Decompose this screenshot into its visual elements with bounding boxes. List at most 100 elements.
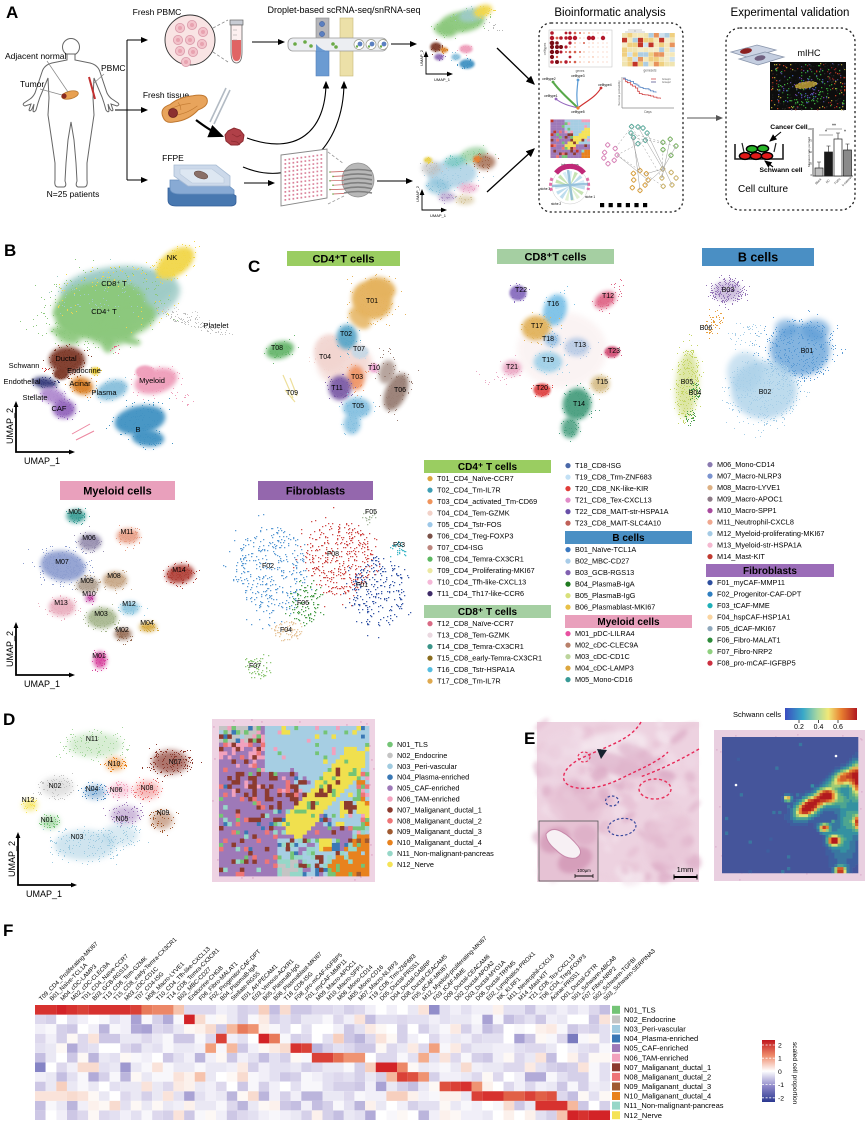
svg-text:CD8⁺ T cells: CD8⁺ T cells [458, 607, 518, 618]
svg-text:T01_CD4_Naïve-CCR7: T01_CD4_Naïve-CCR7 [437, 474, 514, 483]
svg-text:Plasma: Plasma [91, 388, 117, 397]
svg-text:T14_CD8_Temra-CX3CR1: T14_CD8_Temra-CX3CR1 [437, 642, 524, 651]
svg-text:N10_Maliganant_ductal_4: N10_Maliganant_ductal_4 [397, 838, 482, 847]
svg-text:CD4⁺ T: CD4⁺ T [91, 307, 117, 316]
svg-text:N12: N12 [22, 797, 35, 804]
svg-text:T17_CD8_Tm-IL7R: T17_CD8_Tm-IL7R [437, 677, 501, 686]
svg-text:T11_CD4_Th17-like-CCR6: T11_CD4_Th17-like-CCR6 [437, 589, 524, 598]
svg-text:E: E [524, 729, 535, 748]
svg-text:F04: F04 [280, 627, 292, 634]
svg-text:Endocrine: Endocrine [67, 366, 101, 375]
svg-text:M11_Neutrophil-CXCL8: M11_Neutrophil-CXCL8 [717, 518, 794, 527]
svg-text:M12: M12 [122, 601, 136, 608]
svg-text:B01_Naïve-TCL1A: B01_Naïve-TCL1A [575, 545, 636, 554]
svg-text:mIHC: mIHC [798, 48, 821, 58]
svg-text:F08: F08 [327, 551, 339, 558]
svg-text:N12_Nerve: N12_Nerve [397, 860, 434, 869]
svg-text:M01: M01 [92, 653, 106, 660]
svg-text:F02_Progenitor-CAF-DPT: F02_Progenitor-CAF-DPT [717, 590, 802, 599]
svg-text:Experimental validation: Experimental validation [731, 7, 850, 19]
svg-text:T02: T02 [340, 331, 352, 338]
svg-text:M14: M14 [172, 567, 186, 574]
svg-text:F03_tCAF-MME: F03_tCAF-MME [717, 601, 770, 610]
svg-text:celltype4: celltype4 [598, 83, 611, 87]
svg-text:N=25 patients: N=25 patients [47, 189, 100, 199]
svg-text:B01: B01 [801, 348, 814, 355]
svg-text:Platelet: Platelet [203, 321, 229, 330]
svg-text:M11: M11 [120, 529, 133, 536]
svg-text:N09: N09 [157, 810, 170, 817]
svg-text:N06: N06 [110, 787, 123, 794]
svg-text:genes: genes [576, 69, 585, 73]
svg-text:N03_Peri-vascular: N03_Peri-vascular [624, 1025, 686, 1034]
svg-text:NK: NK [167, 253, 177, 262]
svg-text:T16: T16 [547, 301, 559, 308]
svg-text:NC: NC [825, 178, 831, 184]
svg-text:N03: N03 [71, 834, 84, 841]
svg-text:M09: M09 [80, 578, 94, 585]
svg-text:N07_Maliganant_ductal_1: N07_Maliganant_ductal_1 [624, 1063, 711, 1072]
svg-text:T10_CD4_Tfh-like-CXCL13: T10_CD4_Tfh-like-CXCL13 [437, 578, 526, 587]
svg-text:T22: T22 [515, 287, 527, 294]
svg-text:D: D [3, 710, 15, 729]
svg-text:F04_hspCAF-HSP1A1: F04_hspCAF-HSP1A1 [717, 613, 790, 622]
svg-text:N07_Maliganant_ductal_1: N07_Maliganant_ductal_1 [397, 805, 482, 814]
svg-text:UMAP_1: UMAP_1 [430, 213, 447, 218]
svg-text:B02_MBC-CD27: B02_MBC-CD27 [575, 557, 629, 566]
svg-text:Acinar: Acinar [69, 379, 91, 388]
svg-text:T19_CD8_Trm-ZNF683: T19_CD8_Trm-ZNF683 [575, 473, 652, 482]
svg-text:UMAP_2: UMAP_2 [419, 49, 424, 66]
svg-text:T04: T04 [319, 354, 331, 361]
svg-text:Ductal: Ductal [55, 354, 77, 363]
svg-text:M02_cDC-CLEC9A: M02_cDC-CLEC9A [575, 641, 638, 650]
svg-text:M05: M05 [68, 509, 82, 516]
svg-text:B05: B05 [681, 379, 694, 386]
svg-text:Tumor: Tumor [20, 79, 44, 89]
svg-text:T05: T05 [352, 403, 364, 410]
svg-text:M08_Macro-LYVE1: M08_Macro-LYVE1 [717, 483, 780, 492]
svg-text:M02: M02 [115, 627, 129, 634]
svg-text:B06: B06 [700, 325, 713, 332]
svg-text:Fresh PBMC: Fresh PBMC [133, 7, 182, 17]
svg-text:T19: T19 [542, 357, 554, 364]
svg-text:50: 50 [809, 150, 813, 154]
svg-text:N08: N08 [141, 785, 154, 792]
svg-text:CD8⁺T cells: CD8⁺T cells [524, 251, 586, 263]
svg-text:Schwann cell: Schwann cell [759, 167, 802, 174]
svg-text:F: F [3, 921, 13, 940]
svg-text:M05_Mono-CD16: M05_Mono-CD16 [575, 675, 633, 684]
svg-text:Days: Days [644, 110, 652, 114]
svg-text:B03: B03 [722, 287, 735, 294]
svg-text:0.4: 0.4 [814, 724, 824, 731]
svg-text:T16_CD8_Tstr-HSPA1A: T16_CD8_Tstr-HSPA1A [437, 665, 515, 674]
svg-text:B04: B04 [689, 390, 702, 397]
svg-text:0.6: 0.6 [833, 724, 843, 731]
svg-text:celltype3: celltype3 [571, 74, 584, 78]
svg-text:T10: T10 [368, 365, 380, 372]
svg-text:N06_TAM-enriched: N06_TAM-enriched [624, 1053, 688, 1062]
svg-text:T22_CD8_MAIT-str-HSPA1A: T22_CD8_MAIT-str-HSPA1A [575, 507, 669, 516]
svg-text:B03_GCB-RGS13: B03_GCB-RGS13 [575, 568, 634, 577]
svg-text:CAF: CAF [52, 404, 67, 413]
svg-text:M07_Macro-NLRP3: M07_Macro-NLRP3 [717, 472, 781, 481]
svg-text:M01_pDC-LILRA4: M01_pDC-LILRA4 [575, 629, 635, 638]
svg-text:Fibroblasts: Fibroblasts [743, 566, 797, 577]
svg-text:F06_Fibro-MALAT1: F06_Fibro-MALAT1 [717, 636, 781, 645]
svg-text:F07: F07 [249, 663, 261, 670]
svg-text:PBMC: PBMC [101, 63, 126, 73]
svg-text:Myeloid cells: Myeloid cells [597, 617, 660, 628]
svg-text:celltypes: celltypes [543, 42, 547, 55]
svg-text:N09_Maliganant_ductal_3: N09_Maliganant_ductal_3 [624, 1082, 711, 1091]
svg-text:UMAP_1: UMAP_1 [24, 456, 60, 466]
svg-text:Adjacent normal: Adjacent normal [5, 51, 67, 61]
svg-text:M14_Mast-KIT: M14_Mast-KIT [717, 552, 765, 561]
svg-text:T04_CD4_Tem-GZMK: T04_CD4_Tem-GZMK [437, 509, 510, 518]
svg-text:N11_Non-malignant-pancreas: N11_Non-malignant-pancreas [397, 849, 494, 858]
svg-text:F05_dCAF-MKI67: F05_dCAF-MKI67 [717, 624, 776, 633]
svg-text:M09_Macro-APOC1: M09_Macro-APOC1 [717, 495, 783, 504]
svg-text:T07: T07 [353, 346, 365, 353]
svg-text:M12_Myeloid-proliferating-MKI6: M12_Myeloid-proliferating-MKI67 [717, 529, 824, 538]
svg-text:F08_pro-mCAF-IGFBP5: F08_pro-mCAF-IGFBP5 [717, 659, 796, 668]
svg-text:genesets: genesets [644, 69, 657, 73]
svg-text:T08: T08 [271, 345, 283, 352]
